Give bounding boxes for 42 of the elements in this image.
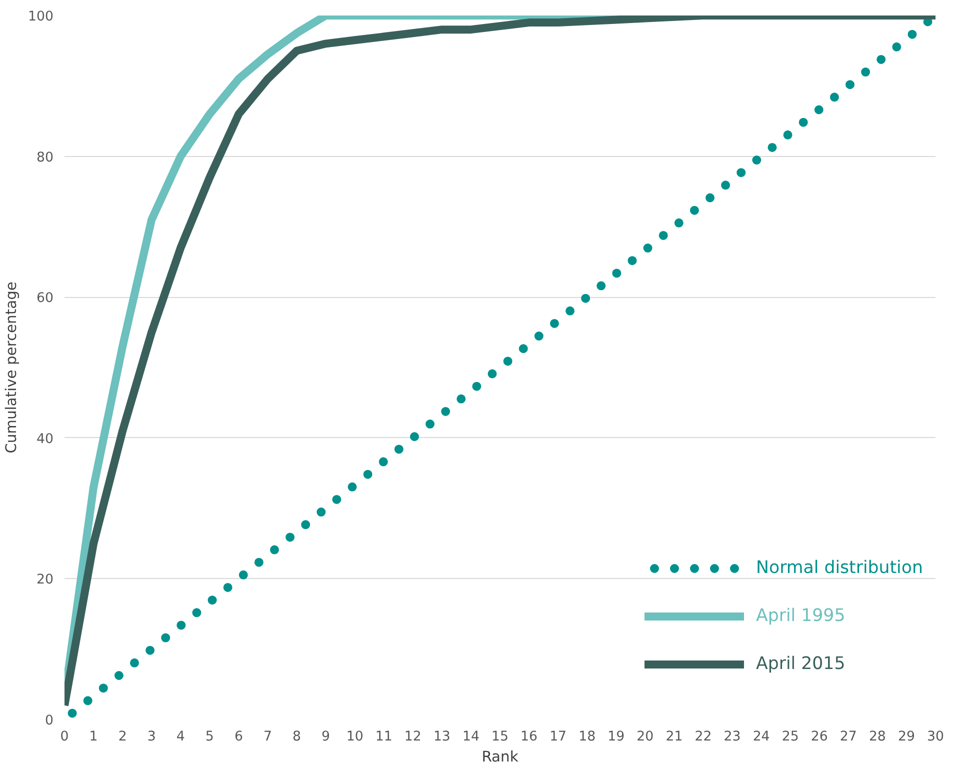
text: April 2015	[756, 654, 846, 674]
x-tick-label: 16	[520, 730, 538, 744]
x-tick-label: 24	[752, 730, 770, 744]
x-tick-label: 22	[694, 730, 712, 744]
y-tick-label: 80	[36, 150, 54, 166]
x-tick-label: 9	[322, 730, 330, 744]
x-tick-label: 13	[433, 730, 450, 744]
x-tick-label: 1	[89, 730, 98, 744]
text: Normal distribution	[756, 558, 923, 578]
y-tick-label: 20	[36, 572, 54, 588]
x-tick-label: 26	[810, 730, 828, 744]
x-tick-label: 10	[346, 730, 364, 744]
x-tick-label: 8	[292, 730, 302, 744]
y-tick-label: 60	[36, 291, 54, 306]
x-tick-label: 28	[868, 730, 886, 744]
x-tick-label: 25	[782, 730, 799, 744]
y-tick-label: 100	[28, 10, 54, 24]
x-tick-label: 19	[608, 730, 625, 744]
x-tick-label: 20	[636, 730, 654, 744]
y-tick-label: 0	[45, 714, 54, 728]
x-tick-label: 12	[404, 730, 422, 744]
x-axis-title: Rank	[482, 748, 519, 766]
x-tick-label: 21	[666, 730, 683, 744]
y-axis-title: Cumulative percentage	[3, 282, 20, 454]
x-tick-label: 11	[375, 730, 392, 744]
x-tick-label: 4	[176, 730, 185, 744]
x-tick-label: 29	[898, 730, 915, 744]
x-tick-label: 2	[118, 730, 127, 744]
x-tick-label: 6	[234, 730, 243, 744]
x-tick-label: 15	[492, 730, 508, 744]
text: April 1995	[756, 606, 846, 626]
x-tick-label: 30	[927, 730, 944, 744]
x-tick-label: 7	[263, 730, 272, 744]
x-tick-label: 3	[147, 730, 156, 744]
x-tick-label: 23	[724, 730, 741, 744]
x-tick-label: 0	[60, 730, 69, 744]
x-tick-label: 14	[462, 730, 480, 744]
x-tick-label: 17	[550, 730, 567, 744]
y-tick-label: 40	[36, 432, 54, 447]
x-tick-label: 27	[840, 730, 857, 744]
x-tick-label: 18	[578, 730, 596, 744]
x-tick-label: 5	[205, 730, 214, 744]
